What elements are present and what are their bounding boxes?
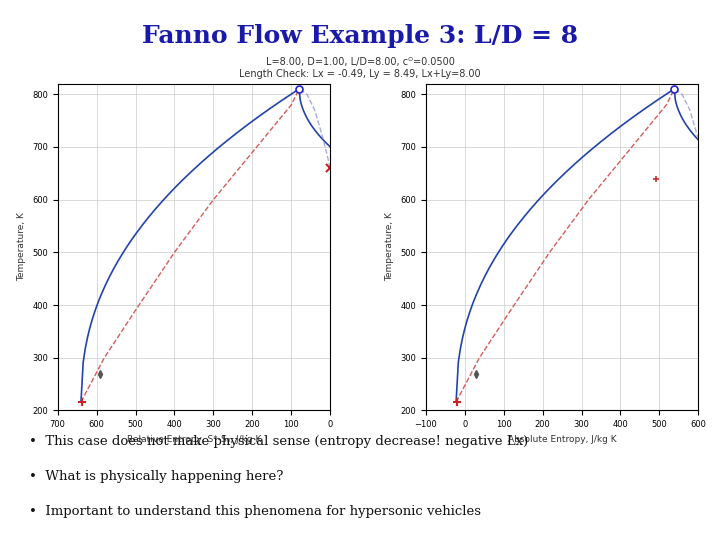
Y-axis label: Temperature, K: Temperature, K: [386, 213, 395, 281]
Y-axis label: Temperature, K: Temperature, K: [17, 213, 27, 281]
Text: Fanno Flow Example 3: L/D = 8: Fanno Flow Example 3: L/D = 8: [142, 24, 578, 48]
Text: •  This case does not make physical sense (entropy decrease! negative Lx): • This case does not make physical sense…: [29, 435, 528, 448]
Text: Length Check: Lx = -0.49, Ly = 8.49, Lx+Ly=8.00: Length Check: Lx = -0.49, Ly = 8.49, Lx+…: [239, 69, 481, 79]
Text: •  What is physically happening here?: • What is physically happening here?: [29, 470, 283, 483]
Text: L=8.00, D=1.00, L/D=8.00, cᴼ=0.0500: L=8.00, D=1.00, L/D=8.00, cᴼ=0.0500: [266, 57, 454, 67]
X-axis label: Absolute Entropy, J/kg K: Absolute Entropy, J/kg K: [508, 435, 616, 444]
X-axis label: Relative Entropy, S*-S₀, J/kg K: Relative Entropy, S*-S₀, J/kg K: [127, 435, 261, 444]
Text: •  Important to understand this phenomena for hypersonic vehicles: • Important to understand this phenomena…: [29, 505, 481, 518]
